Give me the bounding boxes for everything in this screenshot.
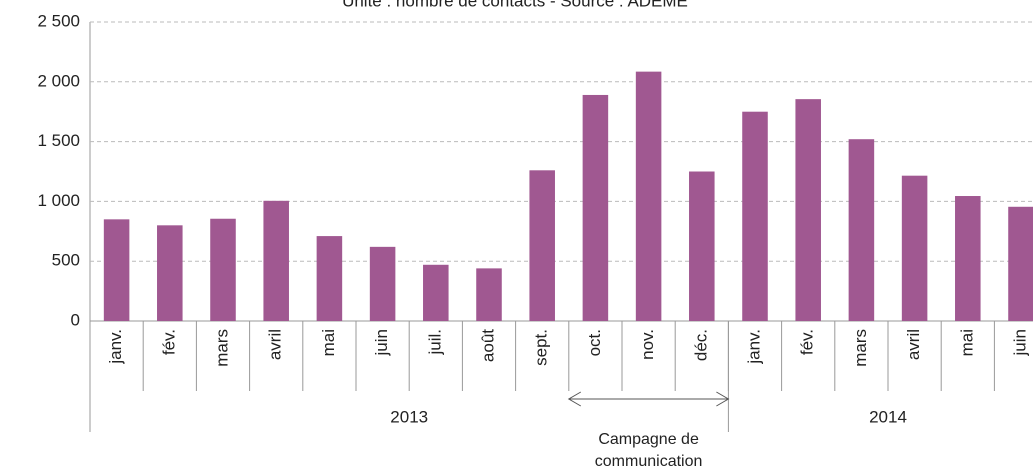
arrow-head bbox=[567, 391, 582, 407]
x-tick-label: sept. bbox=[532, 329, 551, 366]
bar bbox=[476, 268, 502, 321]
x-tick-label: juil. bbox=[425, 329, 444, 356]
x-tick-label: déc. bbox=[691, 329, 710, 361]
y-tick-label: 0 bbox=[71, 310, 80, 329]
x-tick-label: fév. bbox=[159, 329, 178, 355]
annotation-text: Campagne de bbox=[598, 431, 699, 448]
x-tick-label: mars bbox=[212, 329, 231, 367]
y-tick-label: 500 bbox=[52, 251, 80, 270]
bar bbox=[210, 218, 236, 321]
bar bbox=[742, 111, 768, 321]
annotation-text: communication bbox=[595, 453, 703, 470]
bar bbox=[582, 94, 609, 322]
x-tick-label: mars bbox=[851, 329, 870, 367]
y-tick-label: 2 000 bbox=[37, 71, 80, 90]
y-tick-label: 1 000 bbox=[37, 191, 80, 210]
x-tick-label: août bbox=[478, 329, 497, 362]
group-label: 2013 bbox=[390, 407, 428, 426]
x-tick-label: juin bbox=[1010, 329, 1029, 356]
bar bbox=[316, 236, 343, 321]
y-tick-label: 1 500 bbox=[37, 131, 80, 150]
y-tick-label: 2 500 bbox=[37, 11, 80, 30]
bar bbox=[1008, 206, 1033, 321]
bar bbox=[369, 246, 396, 321]
x-tick-label: juin bbox=[372, 329, 391, 356]
x-tick-label: avril bbox=[266, 329, 285, 360]
bar bbox=[635, 71, 662, 321]
x-tick-label: oct. bbox=[585, 329, 604, 356]
bar bbox=[795, 99, 821, 321]
bar bbox=[848, 139, 875, 321]
x-tick-label: mai bbox=[957, 329, 976, 356]
bar bbox=[157, 225, 183, 321]
bar bbox=[955, 196, 981, 321]
x-tick-label: janv. bbox=[106, 329, 125, 365]
group-label: 2014 bbox=[869, 407, 907, 426]
x-tick-label: mai bbox=[319, 329, 338, 356]
bar bbox=[423, 264, 449, 321]
bar bbox=[529, 170, 555, 321]
chart-subtitle: Unité : nombre de contacts - Source : AD… bbox=[342, 0, 688, 10]
x-tick-label: janv. bbox=[744, 329, 763, 365]
x-tick-label: fév. bbox=[798, 329, 817, 355]
x-tick-label: avril bbox=[904, 329, 923, 360]
bar bbox=[901, 175, 928, 321]
bar bbox=[103, 219, 130, 321]
bar bbox=[689, 171, 715, 321]
x-tick-label: nov. bbox=[638, 329, 657, 360]
bar bbox=[263, 200, 289, 321]
arrow-head bbox=[716, 391, 730, 407]
